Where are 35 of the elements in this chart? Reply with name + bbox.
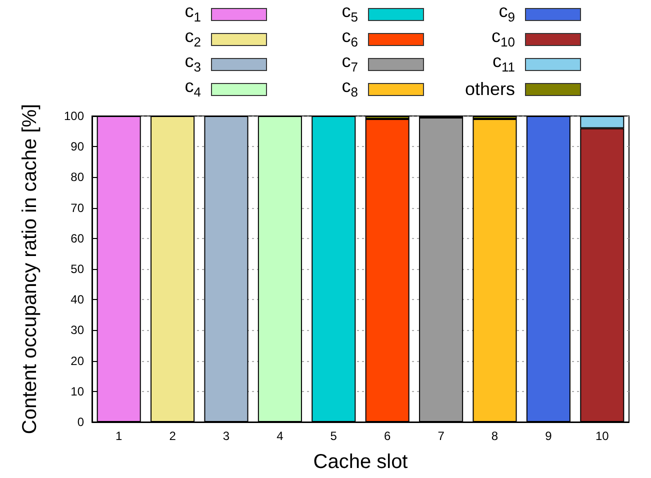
x-tick-label: 7 xyxy=(438,429,445,443)
x-tick-label: 2 xyxy=(169,429,176,443)
x-tick-label: 3 xyxy=(222,429,230,443)
legend-label: c$_{8}$ xyxy=(340,76,358,102)
y-tick-label: 100 xyxy=(64,109,84,123)
y-axis-title: Content occupancy ratio in cache [%] xyxy=(19,104,41,434)
legend-label: c$_{1}$ xyxy=(184,0,201,26)
x-tick-label: 8 xyxy=(491,429,498,443)
y-tick-label: 80 xyxy=(70,170,84,184)
legend-label: others xyxy=(464,79,515,99)
legend-label: c$_{11}$ xyxy=(492,50,515,76)
y-tick-label: 10 xyxy=(70,384,84,398)
legend-label: c$_{6}$ xyxy=(340,26,358,52)
y-tick-label: 90 xyxy=(70,140,84,154)
y-tick-label: 60 xyxy=(70,231,84,246)
y-tick-label: 40 xyxy=(70,292,84,307)
x-tick-label: 9 xyxy=(545,429,552,443)
x-tick-label: 10 xyxy=(595,429,610,443)
y-tick-label: 30 xyxy=(70,323,84,338)
x-tick-label: 6 xyxy=(384,429,392,443)
legend-label: c$_{4}$ xyxy=(184,76,201,102)
y-tick-label: 70 xyxy=(70,200,84,215)
legend-label: c$_{7}$ xyxy=(340,50,358,76)
x-tick-label: 4 xyxy=(276,429,284,443)
y-tick-label: 0 xyxy=(77,415,84,429)
legend-label: c$_{10}$ xyxy=(490,26,515,52)
x-tick-label: 5 xyxy=(330,429,338,443)
legend-label: c$_{2}$ xyxy=(184,26,201,52)
y-tick-label: 50 xyxy=(70,262,84,276)
y-tick-label: 20 xyxy=(70,354,84,368)
x-axis-title: Cache slot xyxy=(313,451,408,473)
legend-label: c$_{5}$ xyxy=(340,0,358,26)
x-tick-label: 1 xyxy=(116,429,123,443)
legend-label: c$_{3}$ xyxy=(184,50,201,76)
legend-label: c$_{9}$ xyxy=(498,0,515,26)
